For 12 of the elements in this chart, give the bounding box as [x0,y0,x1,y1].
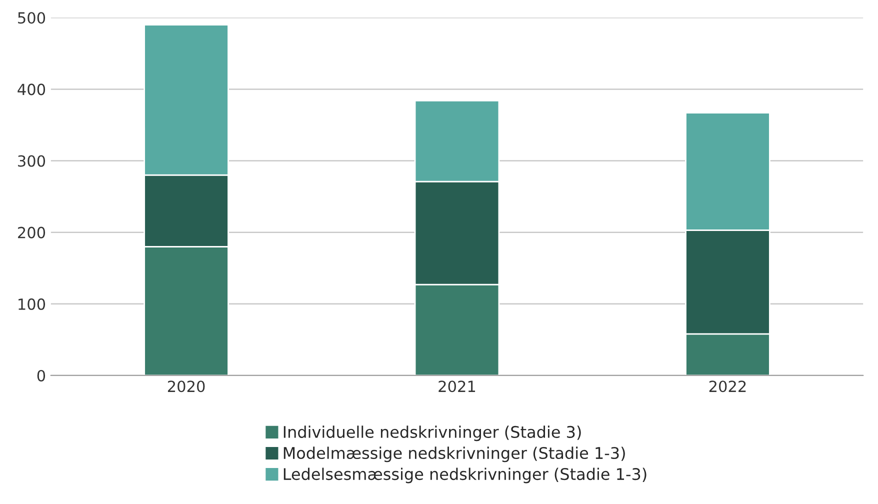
legend-label: Individuelle nedskrivninger (Stadie 3) [284,426,581,442]
x-tick-label: 2021 [438,380,476,392]
y-tick-label: 300 [18,155,46,167]
legend-label: Modelmæssige nedskrivninger (Stadie 1-3) [284,446,625,462]
y-tick-label: 200 [18,226,46,238]
legend-label: Ledelsesmæssige nedskrivninger (Stadie 1-3) [284,468,646,484]
x-tick-label: 2020 [168,380,205,392]
y-tick-label: 0 [37,370,46,382]
x-tick-label: 2022 [709,380,746,392]
y-tick-label: 400 [18,84,46,96]
y-tick-label: 500 [18,12,46,24]
y-tick-label: 100 [18,298,46,310]
